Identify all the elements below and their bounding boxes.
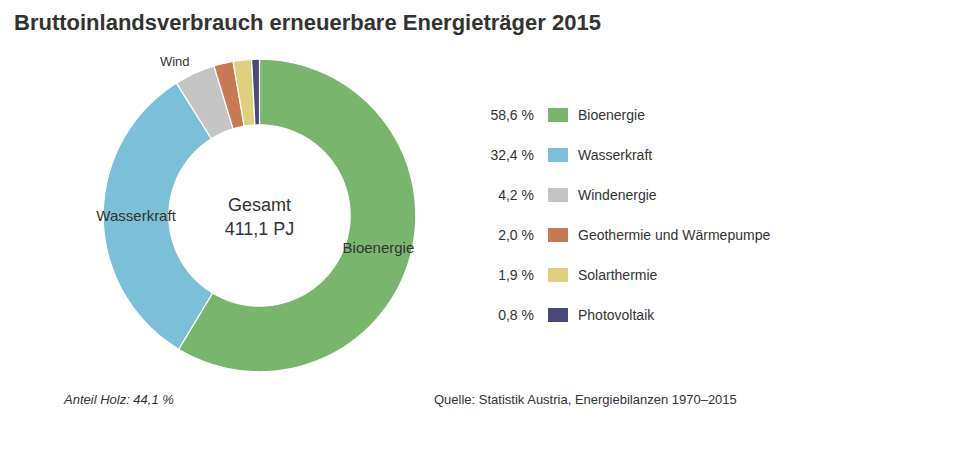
html-text:32,4 %: 32,4 % — [490, 147, 534, 163]
html-text:Quelle: Statistik Austria, Ene: Quelle: Statistik Austria, Energiebilanz… — [434, 392, 737, 407]
html-text:Wasserkraft: Wasserkraft — [578, 147, 653, 163]
svg-text:Wasserkraft: Wasserkraft — [96, 207, 176, 224]
svg-text:Gesamt411,1 PJ: Gesamt411,1 PJ — [225, 195, 295, 238]
html-text:Windenergie: Windenergie — [578, 187, 657, 203]
html-text:Bruttoinlandsverbrauch erneuer: Bruttoinlandsverbrauch erneuerbare Energ… — [14, 10, 601, 35]
html-text:0,8 %: 0,8 % — [498, 307, 534, 323]
html-text:Anteil Holz: 44,1 %: Anteil Holz: 44,1 % — [64, 392, 174, 407]
html-text:4,2 %: 4,2 % — [498, 187, 534, 203]
html-text:Solarthermie: Solarthermie — [578, 267, 658, 283]
html-text:2,0 %: 2,0 % — [498, 227, 534, 243]
html-text:58,6 %: 58,6 % — [490, 107, 534, 123]
svg-text:Bioenergie: Bioenergie — [343, 239, 415, 256]
svg-text:Wind: Wind — [160, 54, 190, 69]
html-text:1,9 %: 1,9 % — [498, 267, 534, 283]
html-text:Photovoltaik: Photovoltaik — [578, 307, 655, 323]
html-text:Bioenergie: Bioenergie — [578, 107, 645, 123]
html-text:Geothermie und Wärmepumpe: Geothermie und Wärmepumpe — [578, 227, 771, 243]
